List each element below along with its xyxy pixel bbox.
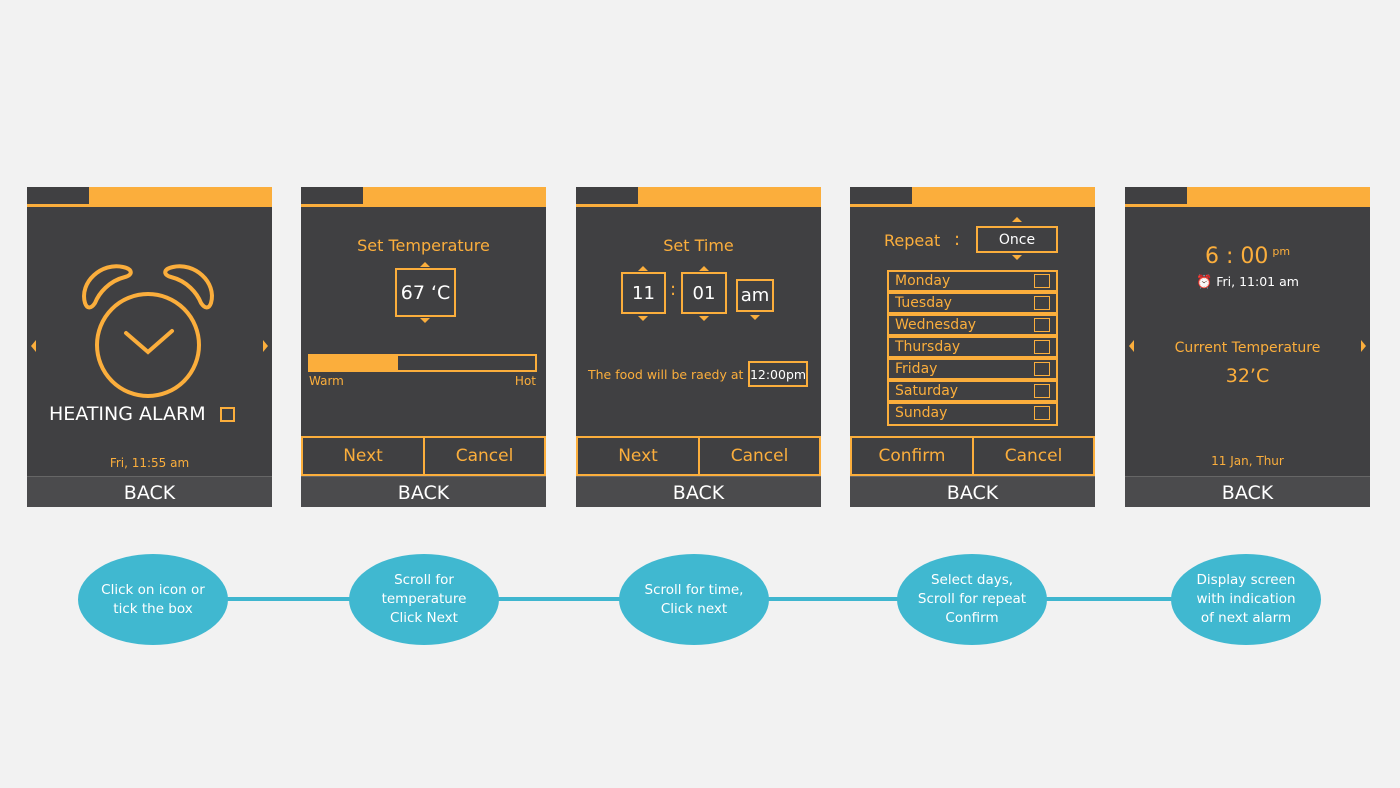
repeat-colon: : — [954, 229, 961, 250]
hour-field[interactable]: 11 — [621, 272, 666, 314]
day-row-thursday[interactable]: Thursday — [887, 336, 1058, 358]
day-checkbox[interactable] — [1034, 274, 1050, 288]
day-row-wednesday[interactable]: Wednesday — [887, 314, 1058, 336]
date: 11 Jan, Thur — [1211, 454, 1284, 468]
minute-down-icon[interactable] — [699, 316, 709, 321]
screen-home: 6 : 00 pm ⏰ Fri, 11:01 am Current Tempera… — [1125, 187, 1370, 508]
temperature-value[interactable]: 67 ‘C — [395, 268, 456, 317]
hour-down-icon[interactable] — [638, 316, 648, 321]
warm-label: Warm — [309, 374, 344, 388]
cancel-button[interactable]: Cancel — [972, 436, 1095, 476]
set-time-title: Set Time — [663, 236, 734, 255]
next-button[interactable]: Next — [301, 436, 425, 476]
screen-set-time: Set Time 11 : 01 am The food will be rae… — [576, 187, 821, 508]
ready-time: 12:00pm — [748, 361, 808, 387]
decrease-icon[interactable] — [420, 318, 430, 323]
back-button[interactable]: BACK — [576, 476, 821, 507]
cancel-button[interactable]: Cancel — [698, 436, 821, 476]
back-button[interactable]: BACK — [850, 476, 1095, 507]
temperature-slider[interactable] — [308, 354, 537, 372]
repeat-up-icon[interactable] — [1012, 217, 1022, 222]
header-bar — [27, 187, 272, 207]
back-button[interactable]: BACK — [1125, 476, 1370, 507]
day-row-tuesday[interactable]: Tuesday — [887, 292, 1058, 314]
ampm-field[interactable]: am — [736, 279, 774, 312]
day-row-saturday[interactable]: Saturday — [887, 380, 1058, 402]
minute-field[interactable]: 01 — [681, 272, 727, 314]
time-separator: : — [670, 279, 677, 300]
cancel-button[interactable]: Cancel — [423, 436, 546, 476]
day-checkbox[interactable] — [1034, 296, 1050, 310]
hot-label: Hot — [514, 374, 536, 388]
ampm: pm — [1272, 244, 1291, 258]
current-temperature-label: Current Temperature — [1174, 340, 1321, 356]
flow-step-5: Display screen with indication of next a… — [1171, 554, 1321, 645]
day-checkbox[interactable] — [1034, 384, 1050, 398]
flow-step-1: Click on icon or tick the box — [78, 554, 228, 645]
screen-heating-alarm: HEATING ALARM Fri, 11:55 am BACK — [27, 187, 272, 508]
back-button[interactable]: BACK — [301, 476, 546, 507]
right-arrow-icon[interactable] — [263, 340, 268, 352]
screen-repeat: Repeat : Once Monday Tuesday Wednesday T… — [850, 187, 1095, 508]
set-temperature-title: Set Temperature — [357, 236, 490, 255]
minute-up-icon[interactable] — [699, 266, 709, 271]
alarm-info: ⏰ Fri, 11:01 am — [1196, 274, 1299, 290]
left-arrow-icon[interactable] — [1129, 340, 1134, 352]
flow-step-3: Scroll for time, Click next — [619, 554, 769, 645]
repeat-select[interactable]: Once — [976, 226, 1058, 253]
alarm-clock-icon[interactable] — [77, 257, 219, 407]
repeat-label: Repeat — [884, 231, 941, 250]
flow-step-2: Scroll for temperature Click Next — [349, 554, 499, 645]
heating-alarm-checkbox[interactable] — [220, 407, 235, 422]
day-row-friday[interactable]: Friday — [887, 358, 1058, 380]
day-checkbox[interactable] — [1034, 362, 1050, 376]
left-arrow-icon[interactable] — [31, 340, 36, 352]
screen-set-temperature: Set Temperature 67 ‘C Warm Hot Next Canc… — [301, 187, 546, 508]
datetime: Fri, 11:55 am — [109, 456, 190, 470]
day-checkbox[interactable] — [1034, 318, 1050, 332]
heating-alarm-label: HEATING ALARM — [49, 403, 206, 425]
alarm-clock-icon: ⏰ — [1196, 275, 1213, 290]
repeat-down-icon[interactable] — [1012, 255, 1022, 260]
ready-text: The food will be raedy at — [588, 367, 744, 382]
back-button[interactable]: BACK — [27, 476, 272, 507]
right-arrow-icon[interactable] — [1361, 340, 1366, 352]
next-button[interactable]: Next — [576, 436, 700, 476]
day-checkbox[interactable] — [1034, 340, 1050, 354]
hour-up-icon[interactable] — [638, 266, 648, 271]
day-row-monday[interactable]: Monday — [887, 270, 1058, 292]
confirm-button[interactable]: Confirm — [850, 436, 974, 476]
day-checkbox[interactable] — [1034, 406, 1050, 420]
slider-fill — [310, 356, 398, 370]
current-temperature-value: 32’C — [1225, 365, 1270, 387]
next-alarm-time: 6 : 00 pm — [1204, 244, 1291, 269]
ampm-down-icon[interactable] — [750, 315, 760, 320]
day-row-sunday[interactable]: Sunday — [887, 402, 1058, 426]
flow-step-4: Select days, Scroll for repeat Confirm — [897, 554, 1047, 645]
increase-icon[interactable] — [420, 262, 430, 267]
